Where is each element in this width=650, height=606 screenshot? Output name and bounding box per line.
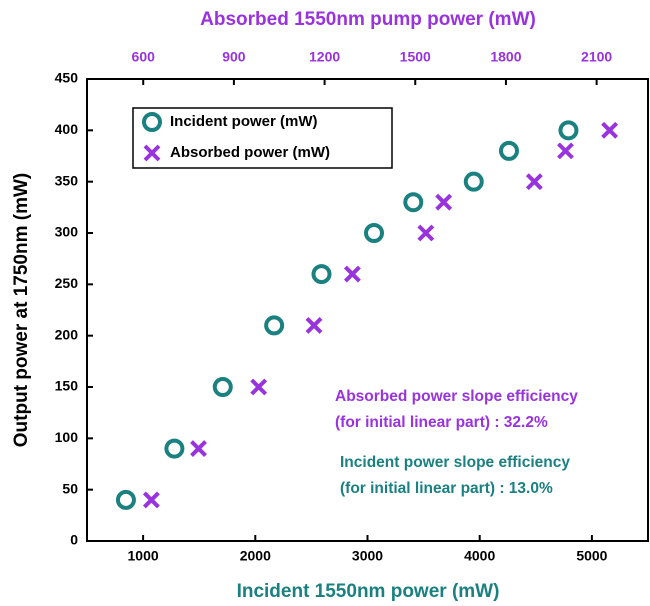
y-tick-label: 0 <box>70 532 78 548</box>
annotation: (for initial linear part) : 13.0% <box>340 480 553 497</box>
x-tick-label: 2000 <box>240 548 271 564</box>
point <box>435 193 453 211</box>
annotation: (for initial linear part) : 32.2% <box>335 414 548 431</box>
x-tick-label: 5000 <box>576 548 607 564</box>
legend-label: Incident power (mW) <box>170 113 318 130</box>
point <box>164 438 185 459</box>
annotation: Absorbed power slope efficiency <box>335 388 578 405</box>
point <box>190 440 207 458</box>
y-tick-label: 250 <box>55 275 79 291</box>
point <box>311 264 332 285</box>
point <box>498 140 519 161</box>
y-tick-label: 150 <box>55 378 79 394</box>
legend-label: Absorbed power (mW) <box>170 144 330 161</box>
top-axis-title: Absorbed 1550nm pump power (mW) <box>200 9 536 30</box>
point <box>343 265 361 283</box>
point <box>417 224 435 242</box>
x-axis-title: Incident 1550nm power (mW) <box>237 581 500 602</box>
point <box>115 489 136 510</box>
point <box>403 192 424 213</box>
x2-tick-label: 600 <box>132 49 156 65</box>
legend-box <box>132 107 393 169</box>
x2-tick-label: 1800 <box>490 49 521 65</box>
point <box>364 223 385 243</box>
y-tick-label: 400 <box>55 121 79 137</box>
x2-tick-label: 1200 <box>309 49 340 65</box>
y-tick-label: 50 <box>62 480 78 496</box>
x-tick-label: 4000 <box>464 548 495 564</box>
y-tick-label: 350 <box>55 172 79 188</box>
y-tick-label: 300 <box>55 224 79 240</box>
point <box>601 121 619 139</box>
point <box>250 378 268 396</box>
point <box>212 377 233 397</box>
x2-tick-label: 2100 <box>581 49 612 65</box>
point <box>463 171 484 192</box>
y-tick-label: 100 <box>55 429 79 445</box>
legend-marker <box>142 112 162 132</box>
point <box>264 315 285 336</box>
annotation: Incident power slope efficiency <box>340 454 570 471</box>
point <box>142 491 160 509</box>
x2-tick-label: 900 <box>222 49 246 65</box>
y-axis-title: Output power at 1750nm (mW) <box>11 173 32 447</box>
point <box>525 173 543 191</box>
x-tick-label: 1000 <box>128 548 159 564</box>
point <box>557 142 574 160</box>
point <box>305 316 323 334</box>
y-tick-label: 200 <box>55 326 79 342</box>
legend-marker <box>143 144 161 162</box>
x2-tick-label: 1500 <box>400 49 431 65</box>
x-tick-label: 3000 <box>352 548 383 564</box>
y-tick-label: 450 <box>55 70 79 86</box>
point <box>558 120 579 141</box>
